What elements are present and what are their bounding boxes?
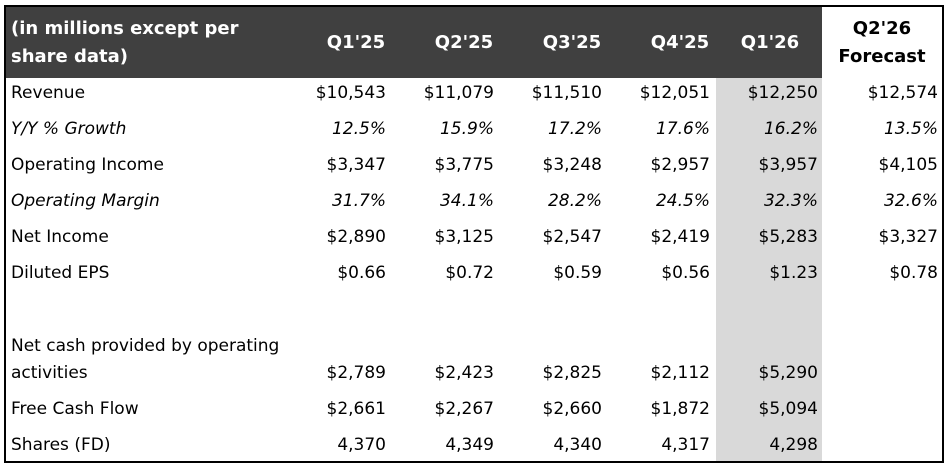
cell-value: $2,957: [650, 155, 710, 175]
row-label: Diluted EPS: [11, 263, 110, 283]
cell-value: 4,370: [337, 435, 386, 455]
cell-value: $3,775: [434, 155, 494, 175]
cell-value: 4,298: [769, 435, 818, 455]
cell-value: $5,094: [758, 399, 818, 419]
row-label: Operating Margin: [11, 191, 160, 211]
row-label: Shares (FD): [11, 435, 111, 455]
row-label-line1: Net cash provided by operating: [11, 336, 280, 356]
cell-value: $0.59: [553, 263, 602, 283]
cell-value: $0.56: [661, 263, 710, 283]
cell-value: $1.23: [769, 263, 818, 283]
header-q1-25: Q1'25: [326, 32, 386, 53]
cell-value: $2,547: [542, 227, 602, 247]
cell-value: $2,112: [650, 363, 710, 383]
cell-value: $3,347: [326, 155, 386, 175]
row-label: Free Cash Flow: [11, 399, 139, 419]
cell-value: 4,349: [445, 435, 494, 455]
header-forecast: Q2'26 Forecast: [822, 7, 942, 78]
cell-value: $3,248: [542, 155, 602, 175]
cell-value: 15.9%: [439, 119, 494, 139]
cell-value: $2,825: [542, 363, 602, 383]
cell-value: 4,317: [661, 435, 710, 455]
row-label: Y/Y % Growth: [11, 119, 127, 139]
cell-value: $5,283: [758, 227, 818, 247]
cell-value: 28.2%: [547, 191, 602, 211]
cell-value: 12.5%: [331, 119, 386, 139]
cell-value: $4,105: [878, 155, 938, 175]
cell-value: $2,423: [434, 363, 494, 383]
cell-value: 13.5%: [883, 119, 938, 139]
cell-value: $11,079: [423, 83, 494, 103]
financial-table: (in millions except per share data) Q1'2…: [4, 5, 944, 463]
header-q3-25: Q3'25: [542, 32, 602, 53]
cell-value: $12,051: [639, 83, 710, 103]
cell-value: $0.66: [337, 263, 386, 283]
cell-value: $12,574: [867, 83, 938, 103]
cell-value: $2,661: [326, 399, 386, 419]
cell-value: $2,890: [326, 227, 386, 247]
cell-value: $11,510: [531, 83, 602, 103]
row-label: Net Income: [11, 227, 109, 247]
cell-value: 17.6%: [655, 119, 710, 139]
header-label: (in millions except per share data): [11, 17, 239, 67]
cell-value: $0.78: [889, 263, 938, 283]
cell-value: 31.7%: [331, 191, 386, 211]
cell-value: $2,660: [542, 399, 602, 419]
cell-value: $1,872: [650, 399, 710, 419]
cell-value: $2,789: [326, 363, 386, 383]
header-q4-25: Q4'25: [650, 32, 710, 53]
header-q2-25: Q2'25: [434, 32, 494, 53]
table-header: (in millions except per share data) Q1'2…: [6, 7, 822, 78]
cell-value: $3,957: [758, 155, 818, 175]
cell-value: 16.2%: [763, 119, 818, 139]
header-q1-26: Q1'26: [740, 32, 800, 53]
cell-value: 24.5%: [655, 191, 710, 211]
highlight-column-q1-26: [716, 78, 822, 461]
row-label: Operating Income: [11, 155, 164, 175]
cell-value: $5,290: [758, 363, 818, 383]
header-forecast-label: Forecast: [838, 45, 926, 67]
cell-value: 34.1%: [439, 191, 494, 211]
header-forecast-period: Q2'26: [852, 17, 912, 39]
cell-value: $12,250: [747, 83, 818, 103]
row-label-line2: activities: [11, 363, 88, 383]
cell-value: $0.72: [445, 263, 494, 283]
cell-value: $10,543: [315, 83, 386, 103]
cell-value: 4,340: [553, 435, 602, 455]
cell-value: $2,267: [434, 399, 494, 419]
cell-value: $3,327: [878, 227, 938, 247]
cell-value: $3,125: [434, 227, 494, 247]
cell-value: 32.3%: [763, 191, 818, 211]
cell-value: 32.6%: [883, 191, 938, 211]
row-label-net-cash-operating: Net cash provided by operating activitie…: [11, 333, 279, 387]
cell-value: 17.2%: [547, 119, 602, 139]
cell-value: $2,419: [650, 227, 710, 247]
row-label: Revenue: [11, 83, 86, 103]
